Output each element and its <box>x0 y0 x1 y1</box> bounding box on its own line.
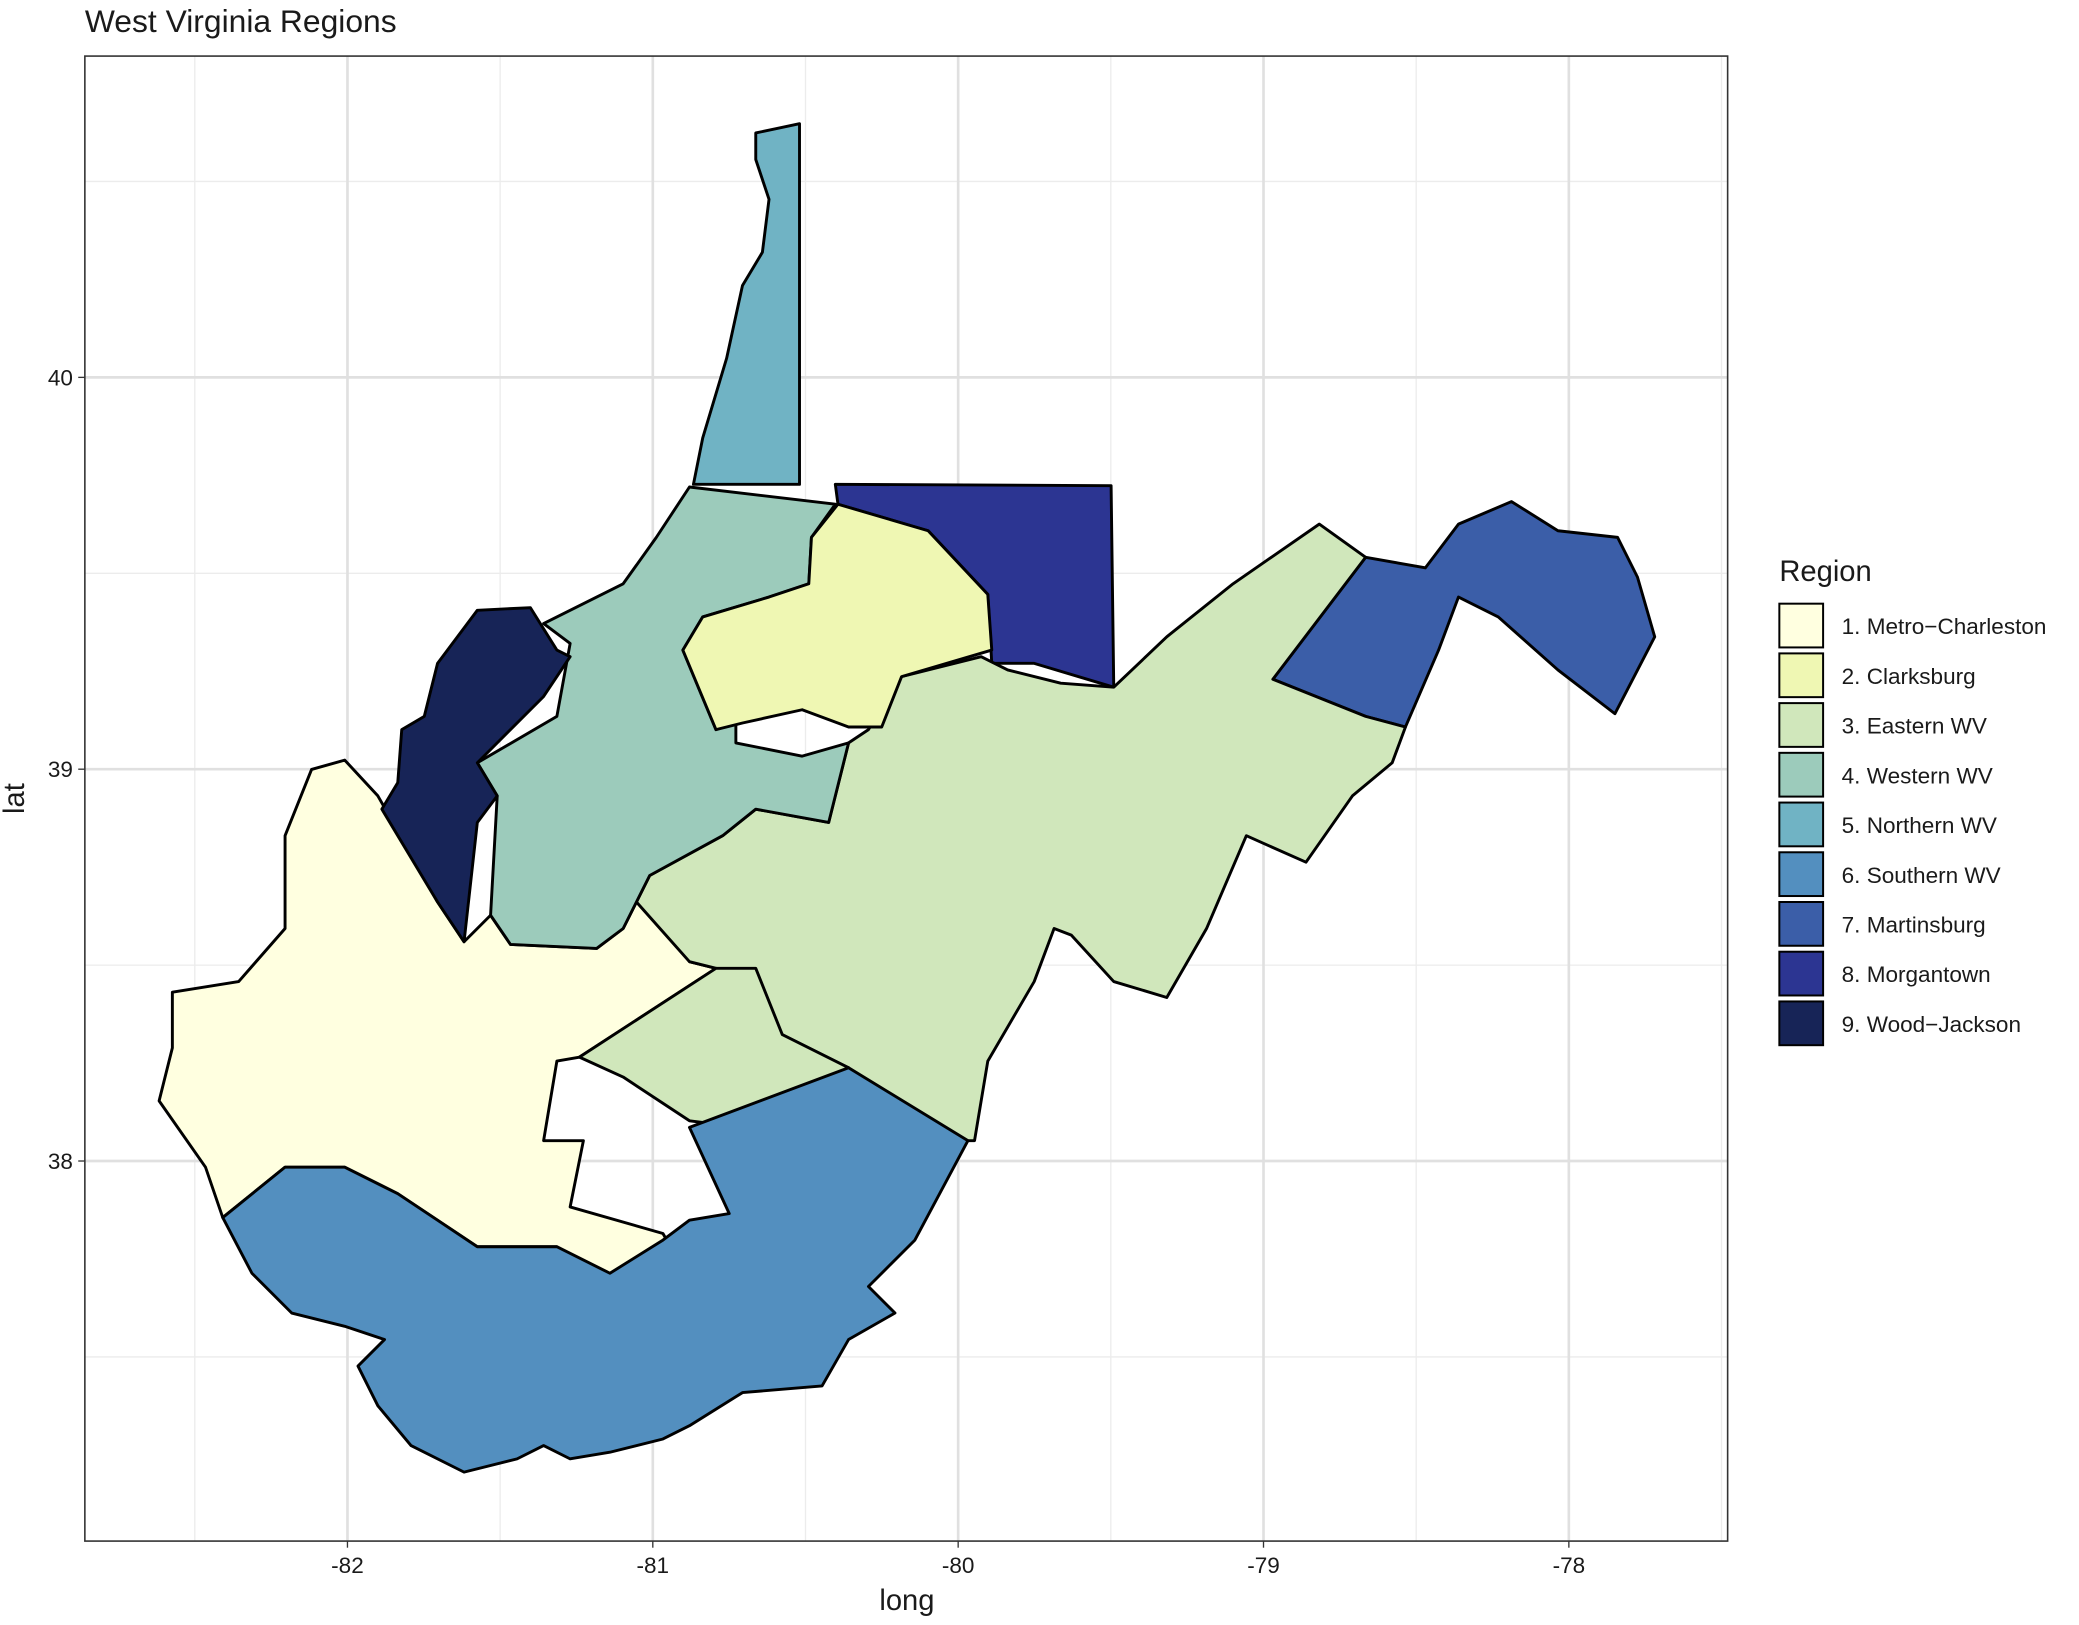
legend-key <box>1778 1000 1825 1047</box>
x-tick-label: -78 <box>1553 1553 1586 1578</box>
legend-label: 3. Eastern WV <box>1842 714 1987 739</box>
county <box>221 1066 970 1474</box>
y-tick-label: 39 <box>48 757 73 782</box>
legend-key <box>1778 751 1825 798</box>
legend-label: 2. Clarksburg <box>1842 664 1976 689</box>
legend-key <box>1778 652 1825 699</box>
legend-label: 9. Wood−Jackson <box>1842 1012 2021 1037</box>
y-axis-label: lat <box>0 783 31 814</box>
county <box>380 606 572 944</box>
county <box>1271 500 1657 729</box>
legend-label: 6. Southern WV <box>1842 863 2001 888</box>
x-tick-label: -81 <box>637 1553 670 1578</box>
legend-key <box>1778 602 1825 649</box>
x-axis-label: long <box>879 1585 934 1617</box>
county <box>681 502 994 732</box>
legend-label: 4. Western WV <box>1842 763 1993 788</box>
y-tick-label: 38 <box>48 1149 73 1174</box>
x-tick-label: -82 <box>331 1553 364 1578</box>
legend-key <box>1778 801 1825 848</box>
legend-label: 1. Metro−Charleston <box>1842 614 2047 639</box>
map <box>157 122 1657 1474</box>
legend-label: 7. Martinsburg <box>1842 912 1986 937</box>
x-tick-label: -80 <box>942 1553 975 1578</box>
legend-label: 5. Northern WV <box>1842 813 1997 838</box>
x-tick-label: -79 <box>1247 1553 1280 1578</box>
y-tick-label: 40 <box>48 365 73 390</box>
legend-key <box>1778 950 1825 997</box>
legend-key <box>1778 702 1825 748</box>
county <box>691 122 801 486</box>
legend-label: 8. Morgantown <box>1842 962 1991 987</box>
legend-key <box>1778 901 1825 947</box>
legend-title: Region <box>1779 556 1871 588</box>
legend-key <box>1778 851 1825 898</box>
chart-title: West Virginia Regions <box>85 3 397 39</box>
panel-border <box>84 55 1729 1542</box>
